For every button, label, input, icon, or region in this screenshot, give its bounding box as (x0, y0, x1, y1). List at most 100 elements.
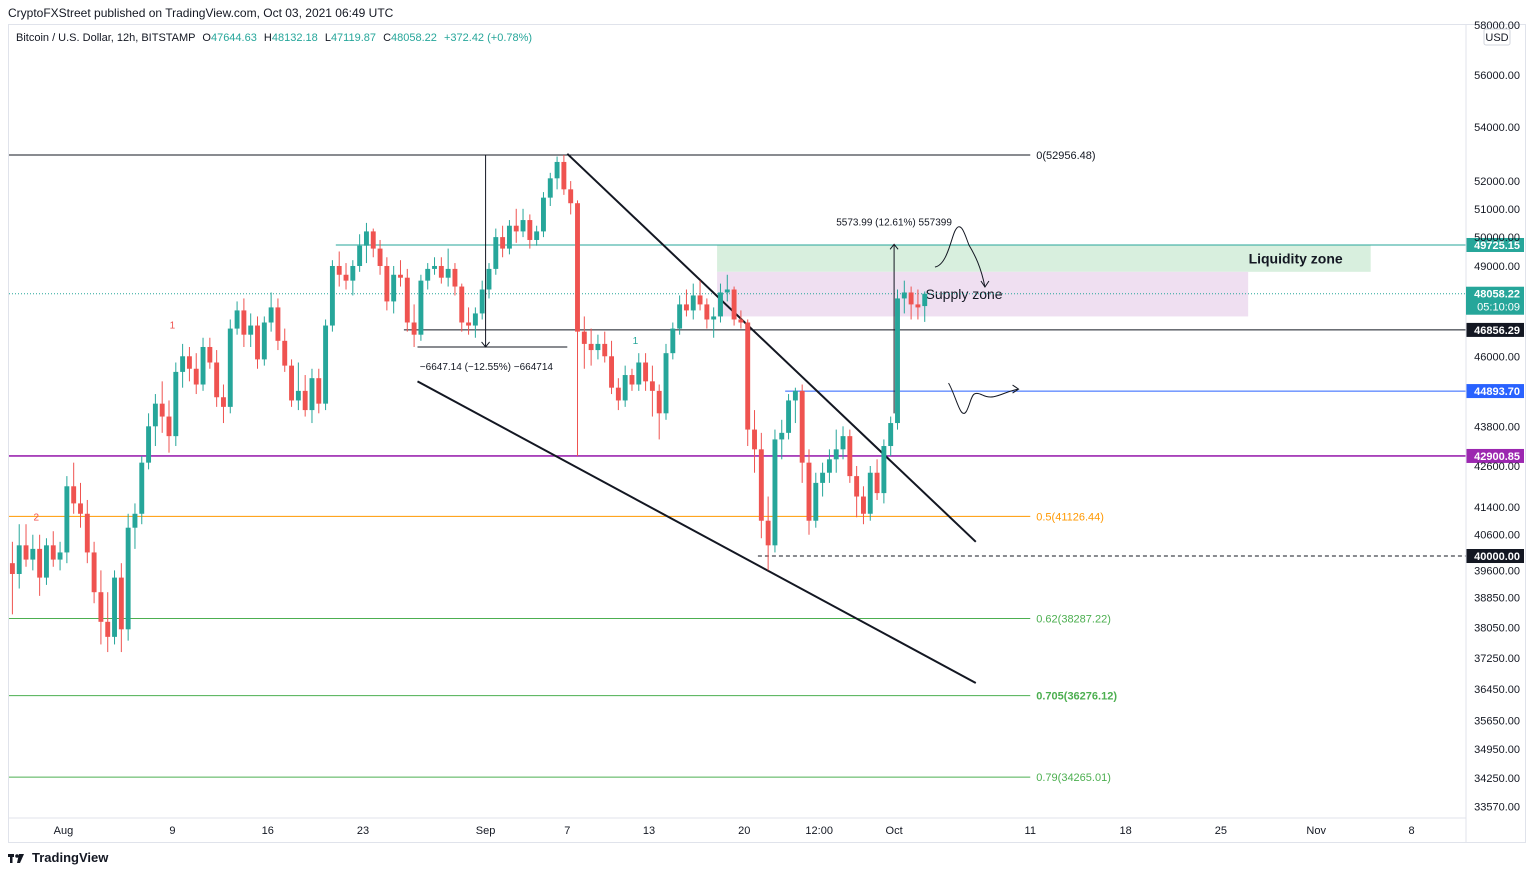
candle (541, 192, 546, 238)
candle-body (459, 286, 465, 323)
price-tick-label: 38850.00 (1474, 593, 1520, 605)
candle (78, 482, 83, 528)
publish-header: CryptoFXStreet published on TradingView.… (8, 6, 393, 20)
annotations-layer: −6647.14 (−12.55%) −664714 5573.99 (12.61… (33, 155, 1020, 524)
candle-body (765, 520, 771, 546)
candle-body (602, 343, 608, 357)
candle (64, 476, 70, 564)
candle (282, 328, 288, 372)
blue-level-tag: 44893.70 (1474, 386, 1520, 398)
candle-body (506, 225, 512, 249)
candle (466, 307, 472, 335)
projection-up-curve (934, 226, 986, 288)
time-tick-label: Nov (1306, 825, 1326, 837)
candle (166, 400, 172, 453)
candle-body (792, 390, 798, 401)
candle-body (350, 265, 356, 281)
candle (513, 208, 519, 243)
candle-body (384, 265, 390, 302)
candle (316, 368, 322, 414)
candle (37, 534, 43, 596)
candle-body (125, 527, 131, 630)
candle-body (343, 274, 349, 281)
candle-body (500, 237, 506, 249)
footer-brand[interactable]: TradingView (32, 850, 109, 865)
candle (418, 274, 424, 341)
purple-level-tag-bg (1466, 448, 1524, 463)
candle (227, 319, 233, 414)
candle-body (561, 161, 567, 190)
legend-l-label: L (325, 32, 331, 44)
candle-body (922, 293, 928, 307)
last-price-tag: 48058.22 (1474, 289, 1520, 301)
candle (234, 301, 240, 335)
candle-body (289, 365, 295, 401)
candle (200, 337, 206, 391)
candle-body (466, 322, 472, 326)
candle-body (418, 280, 424, 335)
candle (806, 449, 812, 535)
rise-measurement-label: 5573.99 (12.61%) 557399 (836, 217, 952, 228)
time-tick-label: 18 (1119, 825, 1131, 837)
candle-body (704, 304, 710, 320)
legend-line: Bitcoin / U.S. Dollar, 12h, BITSTAMP O47… (16, 32, 532, 44)
candle (895, 289, 900, 430)
price-tick-label: 54000.00 (1474, 122, 1520, 134)
candle (561, 155, 567, 195)
signal-marker: 1 (633, 336, 639, 347)
currency-button[interactable] (1483, 28, 1511, 46)
tradingview-logo-icon (8, 853, 24, 863)
time-tick-label: Sep (476, 825, 496, 837)
candle-body (411, 322, 417, 335)
candle (71, 462, 77, 514)
candle-body (309, 378, 315, 411)
fib-079-level-label: 0.79(34265.01) (1036, 772, 1111, 784)
candle (289, 359, 295, 407)
candle (656, 384, 662, 440)
candle (888, 416, 894, 456)
legend-low: 47119.87 (331, 32, 376, 44)
candle (255, 316, 260, 369)
price-tick-label: 40600.00 (1474, 530, 1520, 542)
candle (649, 365, 655, 417)
publish-info: CryptoFXStreet published on TradingView.… (8, 6, 394, 20)
candle-body (173, 371, 179, 437)
candle-body (541, 197, 546, 232)
candle-body (438, 265, 444, 278)
candle-body (139, 462, 145, 514)
candle (432, 257, 437, 275)
candle-body (43, 545, 49, 578)
axes-layer[interactable]: 49725.15 46856.29 44893.70 42900.85 40000.00… (9, 20, 1524, 842)
candle-body (78, 503, 83, 514)
fib-0-level-label: 0(52956.48) (1036, 150, 1095, 162)
candle-body (888, 423, 894, 447)
candle (125, 513, 131, 641)
zones-layer: Liquidity zone Supply zone (717, 244, 1371, 317)
candle-body (656, 390, 662, 414)
candle (152, 394, 158, 447)
liquidity-zone-label: Liquidity zone (1249, 250, 1343, 266)
price-tick-label: 39600.00 (1474, 565, 1520, 577)
candle-body (329, 265, 335, 326)
candle (506, 220, 512, 255)
last-price-tag-bg (1466, 286, 1524, 315)
candle (323, 319, 329, 411)
candle (922, 291, 928, 322)
candle-body (738, 319, 744, 323)
candle-body (200, 346, 206, 385)
candle-body (861, 496, 866, 514)
candle (43, 538, 49, 585)
legend-h-label: H (264, 32, 272, 44)
liquidity-zone (717, 244, 1371, 272)
chart-frame[interactable] (8, 24, 1526, 843)
candle-body (404, 277, 410, 323)
time-tick-label: Aug (54, 825, 74, 837)
candle (527, 214, 533, 249)
candle-body (915, 304, 921, 308)
candle (84, 499, 90, 564)
time-tick-label: 13 (643, 825, 655, 837)
candle (718, 283, 723, 323)
candle (50, 531, 56, 567)
candle-body (547, 178, 553, 198)
